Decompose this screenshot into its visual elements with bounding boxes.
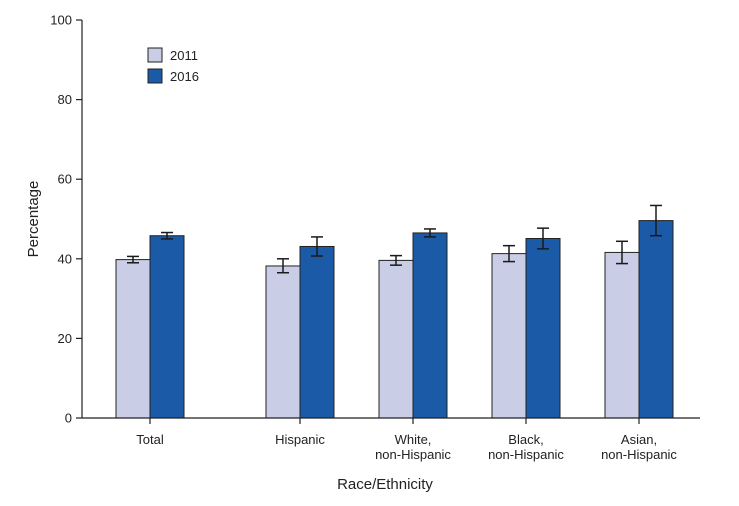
- bar-2011-1: [265, 265, 301, 419]
- bar-2011-2: [378, 259, 414, 419]
- y-tick-label-0: 0: [65, 411, 72, 426]
- y-tick-label-80: 80: [58, 92, 72, 107]
- y-ticks-layer: 0 20 40 60 80 100: [50, 13, 82, 426]
- y-tick-label-40: 40: [58, 251, 72, 266]
- bars-layer: [115, 220, 674, 419]
- bar-2011-3: [491, 253, 527, 419]
- y-axis-title: Percentage: [25, 181, 42, 258]
- legend-swatch-2011: [147, 47, 163, 63]
- legend: 2011 2016: [147, 47, 199, 84]
- bar-2011-0: [115, 259, 151, 419]
- legend-label-2011: 2011: [170, 48, 198, 63]
- x-axis-title: Race/Ethnicity: [337, 476, 433, 493]
- bar-2016-2: [412, 232, 448, 419]
- y-tick-label-60: 60: [58, 172, 72, 187]
- axes-layer: [81, 20, 700, 419]
- y-tick-label-20: 20: [58, 331, 72, 346]
- bar-2016-0: [149, 235, 185, 419]
- legend-label-2016: 2016: [170, 69, 199, 84]
- bar-2016-4: [638, 220, 674, 419]
- y-tick-label-100: 100: [50, 13, 72, 28]
- x-tick-label-0: Total: [136, 432, 164, 447]
- bar-2011-4: [604, 251, 640, 419]
- error-bars-layer: [127, 204, 662, 274]
- legend-swatch-2016: [147, 68, 163, 84]
- x-tick-label-3: Black, non-Hispanic: [488, 432, 564, 462]
- x-tick-label-4: Asian, non-Hispanic: [601, 432, 677, 462]
- x-ticks-layer: Total Hispanic White, non-Hispanic Black, non…: [136, 418, 677, 462]
- bar-2016-1: [299, 245, 335, 419]
- x-tick-label-2: White, non-Hispanic: [375, 432, 451, 462]
- bar-2016-3: [525, 238, 561, 419]
- x-tick-label-1: Hispanic: [275, 432, 325, 447]
